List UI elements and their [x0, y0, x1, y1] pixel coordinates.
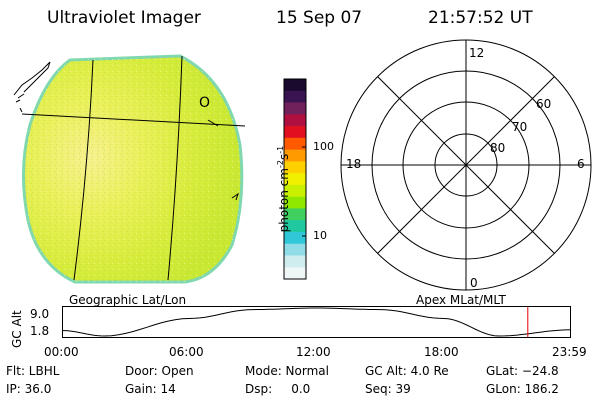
- image-date: 15 Sep 07: [276, 8, 363, 28]
- mlt-18: 18: [346, 157, 362, 171]
- mlat-70: 70: [512, 120, 528, 134]
- uv-globe-image: [13, 54, 246, 284]
- colorbar-segment: [284, 220, 306, 233]
- alt-xtick-3: 18:00: [424, 345, 459, 359]
- colorbar-segment: [284, 137, 306, 151]
- unit-text: photon cm: [277, 168, 291, 233]
- alt-ytick-9: 9.0: [30, 307, 50, 321]
- altitude-line: [62, 307, 572, 337]
- alt-xtick-4: 23:59: [552, 345, 587, 359]
- coastline: [13, 61, 239, 201]
- status-seq: Seq: 39: [365, 382, 411, 396]
- earth-disk: [22, 54, 244, 284]
- colorbar-unit-label: photon cm-2s-1: [265, 145, 291, 240]
- colorbar-segment: [284, 196, 306, 210]
- mlt-6: 6: [577, 157, 585, 171]
- alt-xtick-2: 12:00: [296, 345, 331, 359]
- colorbar-segment: [284, 114, 306, 127]
- colorbar-segment: [284, 126, 306, 139]
- status-mode: Mode: Normal: [245, 364, 329, 378]
- colorbar-segment: [284, 243, 306, 257]
- unit-sup-s: -1: [276, 145, 285, 154]
- status-gcalt: GC Alt: 4.0 Re: [365, 364, 449, 378]
- lat-lon-grid: [21, 55, 246, 281]
- colorbar-segment: [284, 184, 306, 198]
- instrument-title: Ultraviolet Imager: [47, 8, 201, 28]
- colorbar-segment: [284, 102, 306, 115]
- alt-ytick-1.8: 1.8: [30, 324, 50, 338]
- status-flt: Flt: LBHL: [6, 364, 60, 378]
- colorbar-segment: [284, 267, 306, 280]
- status-glat: GLat: −24.8: [486, 364, 559, 378]
- colorbar-segment: [284, 90, 306, 104]
- status-glon: GLon: 186.2: [486, 382, 559, 396]
- mlat-60: 60: [536, 97, 552, 111]
- unit-sup-cm: -2: [276, 160, 285, 169]
- altitude-ylabel: GC Alt: [10, 310, 24, 348]
- apex-label: Apex MLat/MLT: [416, 293, 506, 307]
- colorbar-segment: [284, 161, 306, 174]
- colorbar-frame: [283, 78, 307, 280]
- unit-s: s: [277, 153, 291, 161]
- altitude-plot-frame: [62, 306, 571, 338]
- colorbar-tick-100: 100: [313, 140, 334, 153]
- image-time: 21:57:52 UT: [428, 8, 533, 28]
- status-gain: Gain: 14: [125, 382, 176, 396]
- geographic-label: Geographic Lat/Lon: [69, 293, 187, 307]
- altitude-plot: [62, 306, 572, 338]
- alt-xtick-0: 00:00: [44, 345, 79, 359]
- globe-glyph: O: [199, 95, 211, 111]
- color-scale-bar: [283, 78, 307, 280]
- colorbar-segment: [284, 255, 306, 268]
- axis-diag-2: [377, 76, 555, 254]
- colorbar-segment: [284, 208, 306, 221]
- mlt-12: 12: [469, 46, 485, 60]
- mlat-80: 80: [490, 141, 506, 155]
- colorbar-tick-10: 10: [313, 229, 327, 242]
- status-door: Door: Open: [125, 364, 194, 378]
- mlt-0: 0: [470, 276, 478, 290]
- colorbar-segment: [284, 149, 306, 162]
- colorbar-segment: [284, 173, 306, 186]
- colorbar-segment: [284, 231, 306, 245]
- polar-mlat-mlt-plot: [340, 39, 592, 291]
- alt-xtick-1: 06:00: [169, 345, 204, 359]
- status-dsp: Dsp: 0.0: [245, 382, 311, 396]
- colorbar-segment: [284, 79, 306, 92]
- status-ip: IP: 36.0: [6, 382, 52, 396]
